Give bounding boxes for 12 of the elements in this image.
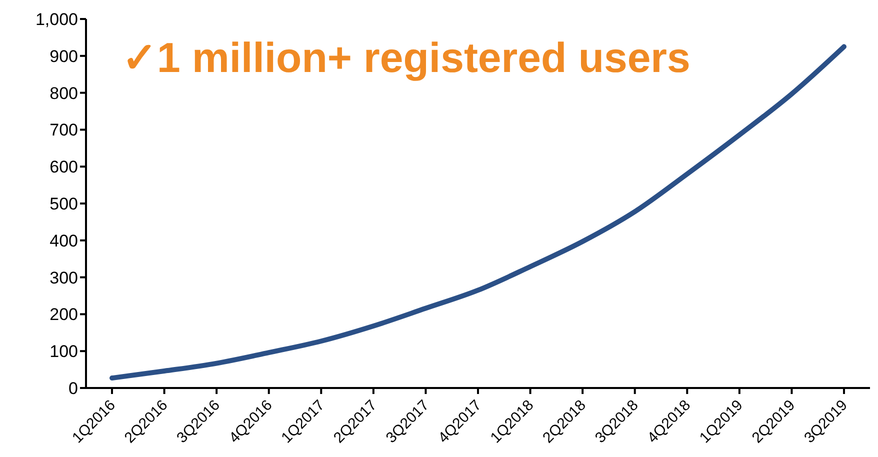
y-tick-label: 200: [50, 305, 78, 324]
y-tick-label: 700: [50, 120, 78, 140]
y-tick-label: 300: [50, 268, 78, 288]
annotation: ✓1 million+ registered users: [122, 33, 690, 82]
y-tick-label: 1,000: [35, 10, 78, 30]
y-tick-label: 900: [50, 46, 78, 66]
y-tick-label: 400: [50, 231, 78, 250]
y-tick-label: 0: [68, 379, 78, 398]
y-tick-label: 600: [50, 158, 78, 177]
y-tick-label: 800: [50, 84, 78, 103]
y-tick-label: 100: [50, 342, 78, 362]
y-tick-label: 500: [50, 194, 78, 214]
